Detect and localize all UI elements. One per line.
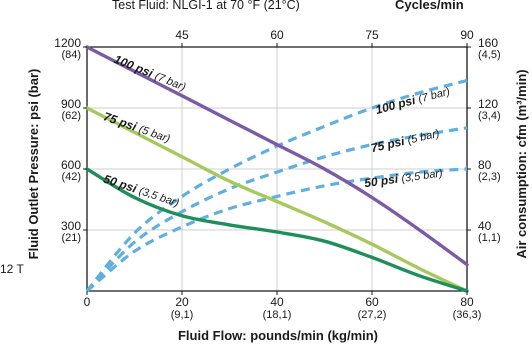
air-series-line-2 <box>85 167 468 293</box>
x-tick-label: 20 <box>175 295 189 309</box>
grid-layer <box>87 47 467 291</box>
pressure-series-line-0 <box>85 45 469 267</box>
y-left-tick-label: 300 <box>61 219 81 233</box>
x-tick-label: 60 <box>365 295 379 309</box>
y-right-tick-label: 120 <box>478 97 498 111</box>
cycles-axis-title: Cycles/min <box>395 0 464 12</box>
test-fluid-caption: Test Fluid: NLGI-1 at 70 °F (21°C) <box>112 0 300 12</box>
y-right-tick-label: 80 <box>478 158 492 172</box>
y-right-tick-sublabel: (4,5) <box>478 49 501 61</box>
y-axis-right-title: Air consumption: cfm (m³/min) <box>514 69 529 258</box>
y-right-tick-sublabel: (3,4) <box>478 110 501 122</box>
y-right-tick-sublabel: (1,1) <box>478 232 501 244</box>
y-left-tick-label: 900 <box>61 97 81 111</box>
x-tick-label: 80 <box>460 295 474 309</box>
y-left-tick-sublabel: (21) <box>61 232 81 244</box>
y-left-tick-sublabel: (84) <box>61 49 81 61</box>
x-tick-sublabel: (18,1) <box>263 309 292 321</box>
pressure-series-line-2 <box>85 167 469 293</box>
x-tick-label: 0 <box>84 295 91 309</box>
ticks-layer: 0 20(9,1)40(18,1)60(27,2)80(36,3)45 60 75 90… <box>54 28 500 321</box>
y-right-tick-label: 160 <box>478 36 498 50</box>
cycles-tick-label: 90 <box>460 28 474 42</box>
cycles-tick-label: 60 <box>270 28 284 42</box>
y-left-tick-label: 1200 <box>54 36 81 50</box>
x-tick-sublabel: (36,3) <box>453 309 482 321</box>
cycles-tick-label: 75 <box>365 28 379 42</box>
x-tick-label: 40 <box>270 295 284 309</box>
x-tick-sublabel: (27,2) <box>358 309 387 321</box>
air-label-50psi: 50 psi (3,5 bar) <box>363 165 443 190</box>
x-axis-title: Fluid Flow: pounds/min (kg/min) <box>178 328 378 343</box>
y-right-tick-sublabel: (2,3) <box>478 171 501 183</box>
air-series-line-1 <box>85 126 468 293</box>
series-layer <box>85 45 469 293</box>
cycles-tick-label: 45 <box>175 28 189 42</box>
y-left-tick-sublabel: (42) <box>61 171 81 183</box>
pressure-series-line-1 <box>85 106 469 293</box>
y-axis-left-title: Fluid Outlet Pressure: psi (bar) <box>26 69 41 260</box>
left-edge-fragment: 12 T <box>0 262 24 276</box>
x-tick-sublabel: (9,1) <box>171 309 194 321</box>
y-left-tick-sublabel: (62) <box>61 110 81 122</box>
y-left-tick-label: 600 <box>61 158 81 172</box>
y-right-tick-label: 40 <box>478 219 492 233</box>
